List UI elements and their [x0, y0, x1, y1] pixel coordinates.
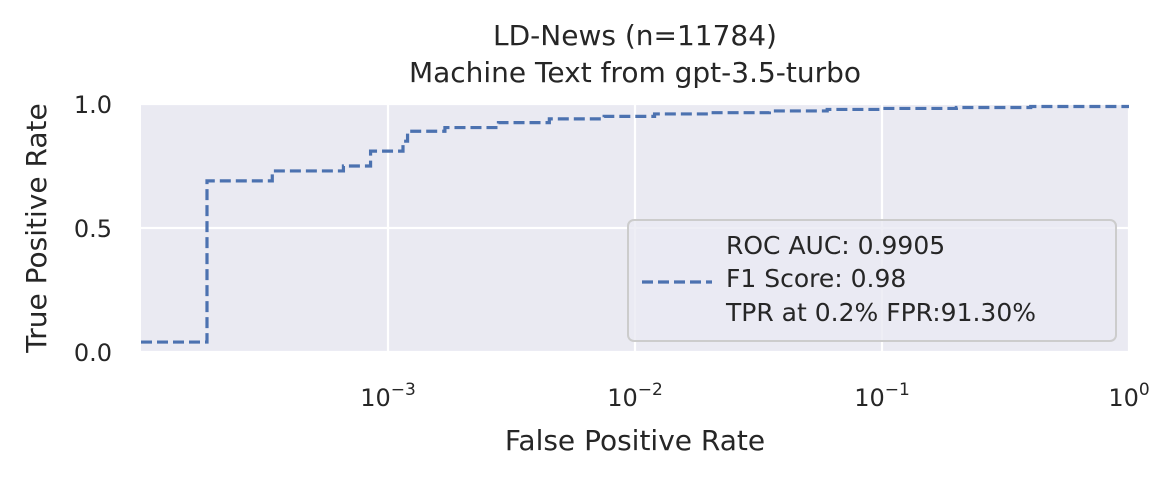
legend-entry-tpr-at-fpr: TPR at 0.2% FPR:91.30% [725, 298, 1036, 327]
chart-subtitle: Machine Text from gpt-3.5-turbo [409, 56, 861, 89]
y-tick-label: 1.0 [74, 91, 112, 119]
roc-curve-line [141, 104, 1129, 344]
x-tick-label: 10−1 [854, 380, 910, 412]
x-tick-labels: 10−3 10−2 10−1 100 [360, 380, 1149, 412]
legend-entry-roc-auc: ROC AUC: 0.9905 [726, 231, 945, 260]
x-tick-label: 100 [1108, 380, 1149, 412]
legend: ROC AUC: 0.9905 F1 Score: 0.98 TPR at 0.… [627, 219, 1117, 342]
legend-box [627, 219, 1117, 342]
legend-entry-f1-score: F1 Score: 0.98 [726, 264, 906, 293]
y-tick-labels: 0.0 0.5 1.0 [74, 91, 112, 367]
series-layer [141, 104, 1129, 344]
x-tick-label: 10−3 [360, 380, 416, 412]
x-axis-label: False Positive Rate [505, 424, 765, 457]
y-axis-label: True Positive Rate [20, 103, 53, 353]
y-tick-label: 0.5 [74, 215, 112, 243]
x-tick-label: 10−2 [607, 380, 663, 412]
chart-title: LD-News (n=11784) [493, 19, 777, 52]
y-tick-label: 0.0 [74, 339, 112, 367]
